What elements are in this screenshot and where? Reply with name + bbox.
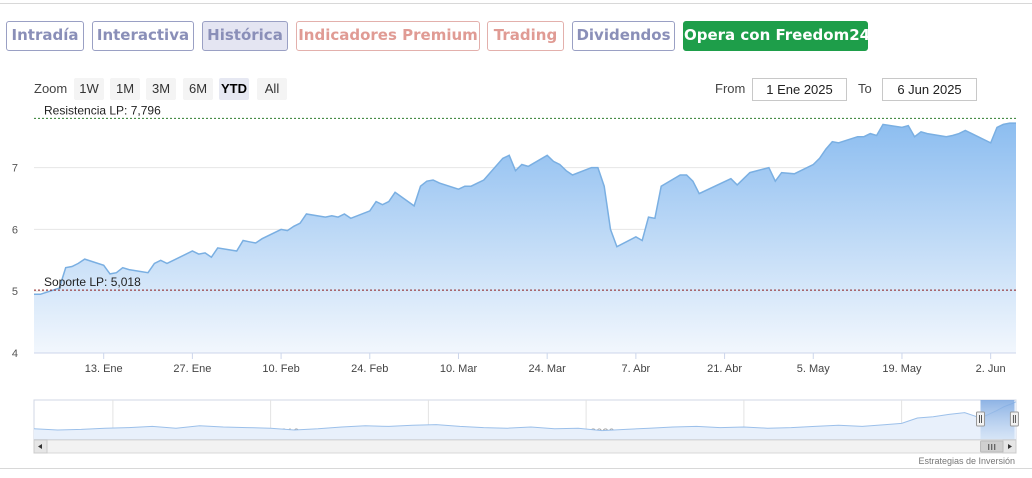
- navigator-right-handle[interactable]: [1009, 411, 1019, 427]
- opera-freedom24-button[interactable]: Opera con Freedom24: [683, 21, 870, 51]
- resistance-label: Resistencia LP: 7,796: [44, 103, 161, 117]
- scrollbar-track[interactable]: [33, 439, 1017, 454]
- x-tick-label: 7. Abr: [621, 363, 650, 375]
- credit-text: Estrategias de Inversión: [918, 456, 1015, 466]
- tab-interactiva[interactable]: Interactiva: [92, 21, 194, 51]
- navigator-selection: [980, 400, 1015, 439]
- zoom-label: Zoom: [34, 81, 68, 96]
- zoom-1m-button[interactable]: 1M: [110, 78, 140, 100]
- bottom-divider: [0, 468, 1032, 469]
- x-tick-label: 10. Mar: [440, 363, 478, 375]
- arrow-left-icon: [38, 444, 42, 449]
- top-divider: [0, 3, 1032, 4]
- x-tick-label: 2. Jun: [976, 363, 1006, 375]
- y-axis: 4 5 6 7: [12, 163, 18, 360]
- navigator-area: [34, 401, 1016, 439]
- tab-trading[interactable]: Trading: [487, 21, 564, 51]
- x-tick-label: 21. Abr: [707, 363, 742, 375]
- to-date-input[interactable]: [882, 78, 977, 101]
- x-tick-label: 24. Mar: [529, 363, 567, 375]
- zoom-3m-button[interactable]: 3M: [146, 78, 176, 100]
- price-line: [34, 122, 1016, 296]
- zoom-ytd-button[interactable]: YTD: [219, 78, 249, 100]
- x-tick-label: 27. Ene: [173, 363, 211, 375]
- zoom-6m-button[interactable]: 6M: [183, 78, 213, 100]
- x-tick-label: 13. Ene: [85, 363, 123, 375]
- tab-dividendos[interactable]: Dividendos: [572, 21, 675, 51]
- y-tick-label: 5: [12, 286, 18, 298]
- to-label: To: [858, 81, 872, 96]
- y-tick-label: 7: [12, 163, 18, 175]
- x-tick-label: 19. May: [882, 363, 922, 375]
- navigator-left-handle[interactable]: [976, 411, 986, 427]
- from-date-input[interactable]: [752, 78, 847, 101]
- y-tick-label: 4: [12, 348, 18, 360]
- y-tick-label: 6: [12, 224, 18, 236]
- navigator: 201420162018202020222024: [33, 399, 1019, 454]
- x-tick-label: 5. May: [797, 363, 831, 375]
- x-axis: 13. Ene 27. Ene 10. Feb 24. Feb 10. Mar 24. M…: [85, 353, 1006, 375]
- from-label: From: [715, 81, 746, 96]
- navigator-line: [33, 401, 1017, 432]
- x-tick-label: 24. Feb: [351, 363, 388, 375]
- level-annotations: Resistencia LP: 7,796 Soporte LP: 5,018: [34, 103, 1016, 291]
- price-area: [34, 123, 1016, 353]
- arrow-right-icon: [1008, 444, 1012, 449]
- tab-indicadores-premium[interactable]: Indicadores Premium: [296, 21, 480, 51]
- zoom-all-button[interactable]: All: [257, 78, 287, 100]
- x-tick-label: 10. Feb: [262, 363, 299, 375]
- tab-historica[interactable]: Histórica: [202, 21, 288, 51]
- support-label: Soporte LP: 5,018: [44, 275, 141, 289]
- zoom-1w-button[interactable]: 1W: [74, 78, 104, 100]
- tab-intradia[interactable]: Intradía: [6, 21, 84, 51]
